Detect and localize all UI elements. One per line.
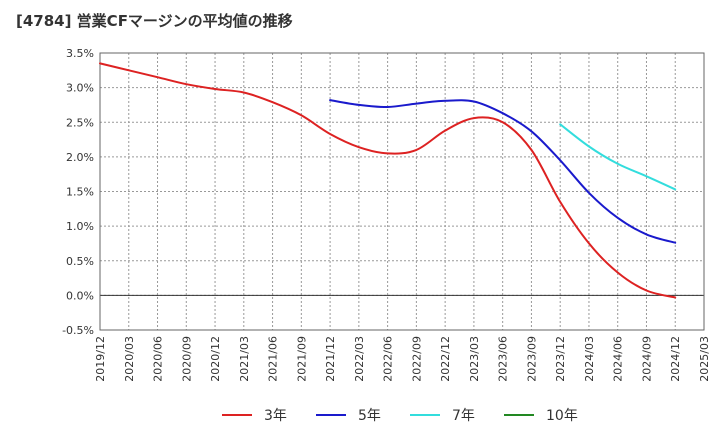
tick-labels: -0.5% 0.0% 0.5% 1.0% 1.5% 2.0% 2.5% 3.0% 3.5% 201… [62, 47, 711, 382]
chart-title: [4784] 営業CFマージンの平均値の推移 [16, 12, 293, 30]
x-tick-label: 2020/03 [123, 336, 136, 382]
y-tick-label: 1.5% [66, 186, 94, 199]
legend-item-7y: 7年 [410, 402, 475, 428]
legend-swatch-3y [222, 414, 252, 416]
y-tick-label: 2.5% [66, 116, 94, 129]
x-tick-label: 2019/12 [94, 336, 107, 382]
x-tick-label: 2023/03 [468, 336, 481, 382]
x-tick-label: 2023/06 [497, 336, 510, 382]
x-tick-label: 2021/06 [267, 336, 280, 382]
x-tick-label: 2021/12 [324, 336, 337, 382]
series-layer [99, 62, 677, 299]
legend-label-5y: 5年 [358, 408, 381, 424]
x-tick-label: 2024/03 [583, 336, 596, 382]
legend-item-5y: 5年 [316, 402, 381, 428]
x-tick-label: 2023/09 [525, 336, 538, 382]
y-tick-label: 1.0% [66, 220, 94, 233]
legend-item-3y: 3年 [222, 402, 287, 428]
legend-item-10y: 10年 [504, 402, 578, 428]
y-tick-label: 3.5% [66, 47, 94, 60]
grid-layer [99, 52, 705, 331]
x-tick-label: 2025/03 [698, 336, 711, 382]
x-tick-label: 2024/12 [669, 336, 682, 382]
legend-swatch-10y [504, 414, 534, 416]
y-tick-label: 3.0% [66, 82, 94, 95]
legend-label-3y: 3年 [264, 408, 287, 424]
x-tick-label: 2022/09 [410, 336, 423, 382]
legend: 3年 5年 7年 10年 [0, 402, 720, 428]
x-tick-label: 2022/12 [439, 336, 452, 382]
x-tick-label: 2024/06 [612, 336, 625, 382]
x-tick-label: 2021/03 [238, 336, 251, 382]
legend-swatch-7y [410, 414, 440, 416]
x-tick-label: 2020/06 [152, 336, 165, 382]
x-tick-label: 2023/12 [554, 336, 567, 382]
y-tick-label: 0.5% [66, 255, 94, 268]
y-tick-label: 2.0% [66, 151, 94, 164]
plot-area-border [99, 52, 705, 331]
y-tick-label: 0.0% [66, 289, 94, 302]
x-tick-label: 2022/06 [382, 336, 395, 382]
series-5y-line [329, 99, 677, 244]
series-3y-line [99, 62, 677, 299]
legend-label-7y: 7年 [452, 408, 475, 424]
legend-swatch-5y [316, 414, 346, 416]
x-tick-label: 2020/09 [180, 336, 193, 382]
y-tick-label: -0.5% [62, 324, 94, 337]
axis-layer [99, 52, 705, 331]
x-tick-label: 2022/03 [353, 336, 366, 382]
series-7y-line [559, 123, 677, 191]
legend-label-10y: 10年 [546, 408, 578, 424]
x-tick-label: 2020/12 [209, 336, 222, 382]
x-tick-label: 2024/09 [640, 336, 653, 382]
x-tick-label: 2021/09 [295, 336, 308, 382]
